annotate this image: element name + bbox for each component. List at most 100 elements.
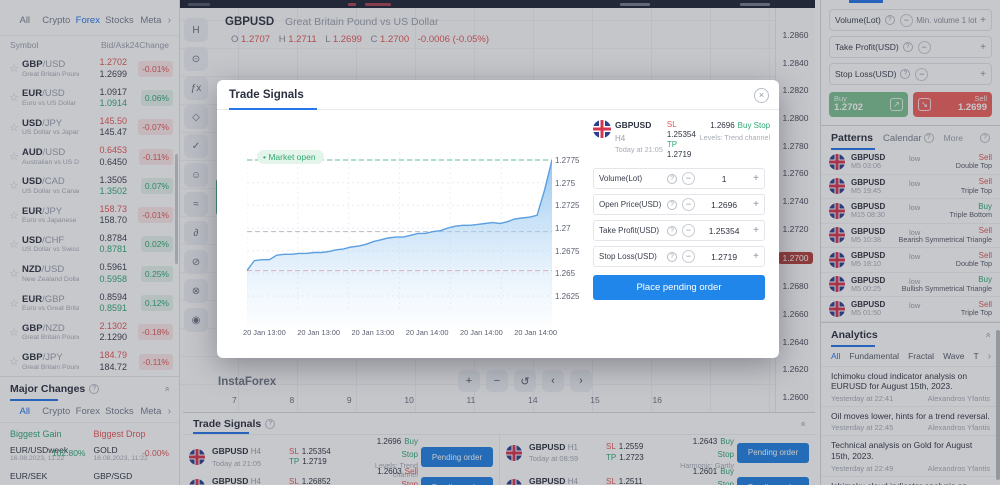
signal-chart[interactable] xyxy=(246,146,553,326)
analytics-item[interactable]: Ichimoku cloud indicator analysis on EUR… xyxy=(821,367,1000,407)
minus-stepper-icon[interactable]: − xyxy=(682,198,695,211)
info-icon[interactable] xyxy=(980,133,990,143)
pattern-row[interactable]: GBPUSD M5 03:06 low Sell Double Top xyxy=(821,150,1000,175)
plus-stepper-icon[interactable]: + xyxy=(980,68,986,80)
watchlist-row[interactable]: EUR/USD Euro vs US Dollar 1.0917 1.0914 … xyxy=(0,83,179,112)
close-icon[interactable]: × xyxy=(754,88,769,103)
toolbar-icon[interactable]: ⊙ xyxy=(184,47,208,71)
chart-control-button[interactable]: + xyxy=(458,370,480,392)
analytics-tab[interactable]: All xyxy=(831,351,841,361)
watchlist-row[interactable]: NZD/USD New Zealand Dollar vs US Do... 0… xyxy=(0,259,179,288)
info-icon[interactable] xyxy=(923,133,934,143)
toolbar-icon[interactable]: H xyxy=(184,18,208,42)
chart-control-button[interactable]: › xyxy=(570,370,592,392)
watchlist-row[interactable]: USD/CHF US Dollar vs Swiss Franc 0.8784 … xyxy=(0,230,179,259)
minus-stepper-icon[interactable]: − xyxy=(682,224,695,237)
pattern-row[interactable]: GBPUSD M5 18:10 low Sell Double Top xyxy=(821,248,1000,273)
major-changes-tab[interactable]: Meta xyxy=(140,406,162,417)
analytics-tab[interactable]: Wave xyxy=(943,351,965,361)
toolbar-icon[interactable]: ƒx xyxy=(184,76,208,100)
chart-control-button[interactable]: ↺ xyxy=(514,370,536,392)
toolbar-icon[interactable]: ≈ xyxy=(184,192,208,216)
field-value[interactable]: 1.25354 xyxy=(708,225,740,236)
watchlist-row[interactable]: GBP/JPY Great Britain Pound vs Japa... 1… xyxy=(0,347,179,376)
minus-stepper-icon[interactable]: − xyxy=(917,40,931,54)
analytics-item[interactable]: Oil moves lower, hints for a trend rever… xyxy=(821,407,1000,437)
watchlist-row[interactable]: EUR/GBP Euro vs Great Britain Pound 0.85… xyxy=(0,288,179,317)
watchlist-row[interactable]: USD/CAD US Dollar vs Canadian 1.3505 1.3… xyxy=(0,171,179,200)
field-value[interactable]: Min. volume 1 lot xyxy=(916,15,977,25)
chart-control-button[interactable]: ‹ xyxy=(542,370,564,392)
chevron-right-icon[interactable]: › xyxy=(987,350,992,362)
toolbar-icon[interactable]: ∂ xyxy=(184,221,208,245)
info-icon[interactable] xyxy=(667,225,677,236)
toolbar-icon[interactable]: ☺ xyxy=(184,163,208,187)
plus-stepper-icon[interactable]: + xyxy=(980,41,986,53)
info-icon[interactable] xyxy=(667,251,677,262)
analytics-tab[interactable]: T xyxy=(973,351,979,361)
pending-order-button[interactable]: Pending order xyxy=(421,477,493,485)
major-changes-tab[interactable]: Forex xyxy=(75,406,100,417)
toolbar-icon[interactable]: ◉ xyxy=(184,308,208,332)
minus-stepper-icon[interactable]: − xyxy=(682,172,695,185)
field-value[interactable]: 1.2696 xyxy=(711,199,738,210)
pending-order-button[interactable]: Pending order xyxy=(737,442,809,463)
toolbar-icon[interactable]: ✓ xyxy=(184,134,208,158)
minus-stepper-icon[interactable]: − xyxy=(899,13,913,27)
minus-stepper-icon[interactable]: − xyxy=(682,250,695,263)
tab-patterns[interactable]: Patterns xyxy=(831,132,874,144)
pending-order-button[interactable]: Pending order xyxy=(737,477,809,485)
minus-stepper-icon[interactable]: − xyxy=(915,67,929,81)
watchlist-row[interactable]: USD/JPY US Dollar vs Japanese Yen 145.50… xyxy=(0,113,179,142)
analytics-item[interactable]: Technical analysis on Gold for August 15… xyxy=(821,436,1000,477)
pattern-row[interactable]: GBPUSD M15 08:30 low Buy Triple Bottom xyxy=(821,199,1000,224)
pattern-row[interactable]: GBPUSD M5 00:25 low Buy Bullish Symmetri… xyxy=(821,273,1000,297)
major-changes-tab[interactable]: Stocks xyxy=(105,406,134,417)
watchlist-tab[interactable]: Meta xyxy=(140,15,162,26)
toolbar-icon[interactable]: ⊘ xyxy=(184,250,208,274)
plus-stepper-icon[interactable]: + xyxy=(753,173,759,184)
toolbar-icon[interactable]: ⊗ xyxy=(184,279,208,303)
info-icon[interactable] xyxy=(902,42,913,52)
analytics-tab[interactable]: Fractal xyxy=(908,351,935,361)
info-icon[interactable] xyxy=(900,69,911,79)
chart-control-button[interactable]: − xyxy=(486,370,508,392)
plus-stepper-icon[interactable]: + xyxy=(980,14,986,26)
analytics-item[interactable]: Ichimoku cloud indicator analysis on USD… xyxy=(821,477,1000,485)
field-value[interactable]: 1.2719 xyxy=(711,251,738,262)
watchlist-tab[interactable]: Stocks xyxy=(105,15,134,26)
watchlist-row[interactable]: AUD/USD Australian vs US Dollar 0.6453 0… xyxy=(0,142,179,171)
info-icon[interactable] xyxy=(667,173,677,184)
info-icon[interactable] xyxy=(884,15,895,25)
tab-calendar[interactable]: Calendar xyxy=(883,132,922,144)
watchlist-row[interactable]: GBP/NZD Great Britain Pound vs New ... 2… xyxy=(0,318,179,347)
plus-stepper-icon[interactable]: + xyxy=(753,199,759,210)
buy-button[interactable]: Buy 1.2702 ↗ xyxy=(829,92,908,117)
info-icon[interactable] xyxy=(667,199,677,210)
watchlist-row[interactable]: EUR/JPY Euro vs Japanese Yen 158.73 158.… xyxy=(0,200,179,229)
chevron-right-icon[interactable]: › xyxy=(167,406,171,417)
watchlist-tab[interactable]: Forex xyxy=(75,15,100,26)
info-icon[interactable] xyxy=(89,384,100,394)
sell-button[interactable]: ↘ Sell 1.2699 xyxy=(913,92,992,117)
watchlist-tab[interactable]: Crypto xyxy=(42,15,71,26)
pattern-row[interactable]: GBPUSD M5 10:38 low Sell Bearish Symmetr… xyxy=(821,224,1000,248)
major-changes-tab[interactable]: All xyxy=(19,406,31,417)
plus-stepper-icon[interactable]: + xyxy=(753,251,759,262)
tab-more[interactable]: More xyxy=(943,133,963,143)
chevron-right-icon[interactable]: › xyxy=(167,15,171,26)
biggest-drop-cell[interactable]: GOLD 16.08.2023, 11:22 -0.00% xyxy=(93,445,170,463)
info-icon[interactable] xyxy=(265,418,276,429)
watchlist-tab[interactable]: All xyxy=(19,15,31,26)
toolbar-icon[interactable]: ◇ xyxy=(184,105,208,129)
watchlist-scrollbar[interactable] xyxy=(175,154,178,264)
pattern-row[interactable]: GBPUSD M5 01:50 low Sell Triple Top xyxy=(821,297,1000,322)
place-pending-order-button[interactable]: Place pending order xyxy=(593,275,765,300)
plus-stepper-icon[interactable]: + xyxy=(753,225,759,236)
pending-order-button[interactable]: Pending order xyxy=(421,447,493,468)
field-value[interactable]: 1 xyxy=(721,173,727,184)
analytics-tab[interactable]: Fundamental xyxy=(849,351,900,361)
panel-scrollbar[interactable] xyxy=(996,330,1000,480)
pattern-row[interactable]: GBPUSD M5 19:45 low Sell Triple Top xyxy=(821,175,1000,199)
time-axis[interactable]: 7 8 9 10 11 14 15 16 xyxy=(232,395,662,405)
